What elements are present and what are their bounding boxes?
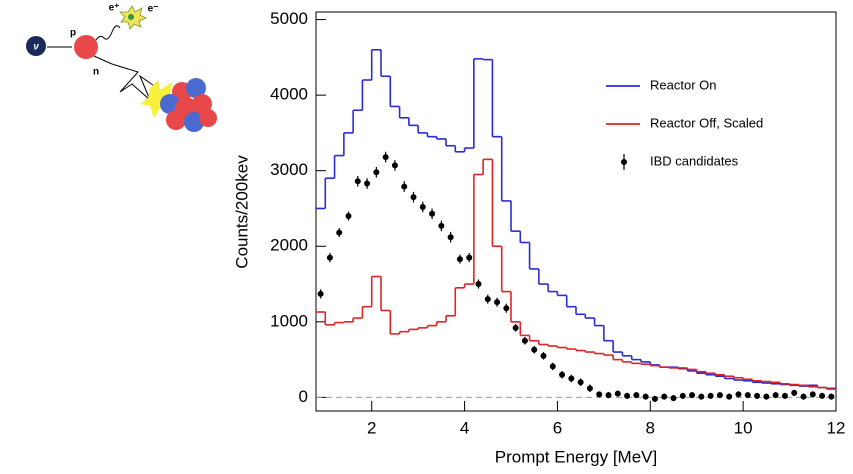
data-point bbox=[698, 393, 705, 400]
data-point bbox=[382, 154, 389, 161]
y-tick-label: 3000 bbox=[270, 160, 308, 179]
data-point bbox=[633, 392, 640, 399]
data-point bbox=[540, 352, 547, 359]
data-point bbox=[577, 379, 584, 386]
data-point bbox=[726, 393, 733, 400]
x-tick-label: 8 bbox=[646, 418, 655, 437]
legend-swatch bbox=[621, 159, 627, 165]
proton-icon bbox=[74, 35, 98, 59]
y-tick-label: 0 bbox=[299, 387, 308, 406]
data-point bbox=[754, 392, 761, 399]
data-point bbox=[763, 393, 770, 400]
data-point bbox=[744, 392, 751, 399]
positron-track bbox=[95, 25, 121, 41]
data-point bbox=[716, 392, 723, 399]
data-point bbox=[336, 229, 343, 236]
data-point bbox=[568, 375, 575, 382]
y-tick-label: 4000 bbox=[270, 85, 308, 104]
data-point bbox=[475, 281, 482, 288]
data-point bbox=[512, 324, 519, 331]
data-point bbox=[689, 392, 696, 399]
y-axis-title: Counts/200kev bbox=[232, 155, 251, 269]
step-series bbox=[316, 158, 836, 390]
data-point bbox=[828, 393, 835, 400]
y-tick-label: 2000 bbox=[270, 236, 308, 255]
ibd-diagram: ν p e⁺ e⁻ n bbox=[26, 3, 217, 132]
data-point bbox=[781, 392, 788, 399]
data-point bbox=[624, 392, 631, 399]
data-point bbox=[559, 371, 566, 378]
x-tick-label: 12 bbox=[827, 418, 846, 437]
annihilation-core bbox=[128, 14, 134, 20]
data-point bbox=[670, 395, 677, 402]
x-tick-label: 2 bbox=[367, 418, 376, 437]
x-tick-label: 10 bbox=[734, 418, 753, 437]
data-point bbox=[447, 234, 454, 241]
data-point bbox=[605, 392, 612, 399]
positron-label: e⁺ bbox=[109, 3, 120, 14]
data-point bbox=[549, 363, 556, 370]
data-point bbox=[373, 169, 380, 176]
data-point bbox=[429, 210, 436, 217]
legend-label: IBD candidates bbox=[650, 153, 739, 168]
data-point bbox=[661, 393, 668, 400]
point-series bbox=[317, 151, 835, 402]
x-tick-label: 4 bbox=[460, 418, 469, 437]
neutron-label: n bbox=[93, 67, 99, 78]
plot-frame bbox=[315, 11, 837, 412]
data-point bbox=[521, 337, 528, 344]
data-point bbox=[410, 194, 417, 201]
data-point bbox=[503, 305, 510, 312]
data-point bbox=[596, 391, 603, 398]
data-point bbox=[800, 393, 807, 400]
x-tick-label: 6 bbox=[553, 418, 562, 437]
neutron-arrow bbox=[93, 55, 113, 65]
data-point bbox=[438, 222, 445, 229]
y-tick-label: 1000 bbox=[270, 311, 308, 330]
data-point bbox=[364, 180, 371, 187]
data-point bbox=[391, 162, 398, 169]
y-tick-label: 5000 bbox=[270, 9, 308, 28]
legend-label: Reactor Off, Scaled bbox=[650, 115, 763, 130]
data-point bbox=[707, 392, 714, 399]
data-point bbox=[456, 256, 463, 263]
neutrino-label: ν bbox=[33, 42, 39, 53]
data-point bbox=[791, 389, 798, 396]
data-point bbox=[354, 178, 361, 185]
data-point bbox=[326, 254, 333, 261]
data-point bbox=[642, 393, 649, 400]
neutrino-icon bbox=[26, 36, 46, 56]
neutron-track bbox=[111, 63, 161, 101]
data-point bbox=[484, 296, 491, 303]
nucleus bbox=[160, 78, 217, 132]
data-point bbox=[679, 392, 686, 399]
data-point bbox=[651, 395, 658, 402]
proton-label: p bbox=[70, 28, 76, 39]
data-point bbox=[494, 299, 501, 306]
data-point bbox=[809, 391, 816, 398]
electron-label: e⁻ bbox=[148, 4, 159, 15]
data-point bbox=[401, 183, 408, 190]
data-point bbox=[419, 203, 426, 210]
data-point bbox=[772, 392, 779, 399]
step-series bbox=[316, 48, 836, 390]
data-point bbox=[735, 391, 742, 398]
data-point bbox=[531, 346, 538, 353]
legend-label: Reactor On bbox=[650, 77, 716, 92]
data-point bbox=[466, 254, 473, 261]
data-point bbox=[614, 390, 621, 397]
data-point bbox=[317, 290, 324, 297]
x-axis-title: Prompt Energy [MeV] bbox=[495, 447, 658, 466]
data-point bbox=[586, 385, 593, 392]
data-point bbox=[345, 213, 352, 220]
data-point bbox=[819, 392, 826, 399]
